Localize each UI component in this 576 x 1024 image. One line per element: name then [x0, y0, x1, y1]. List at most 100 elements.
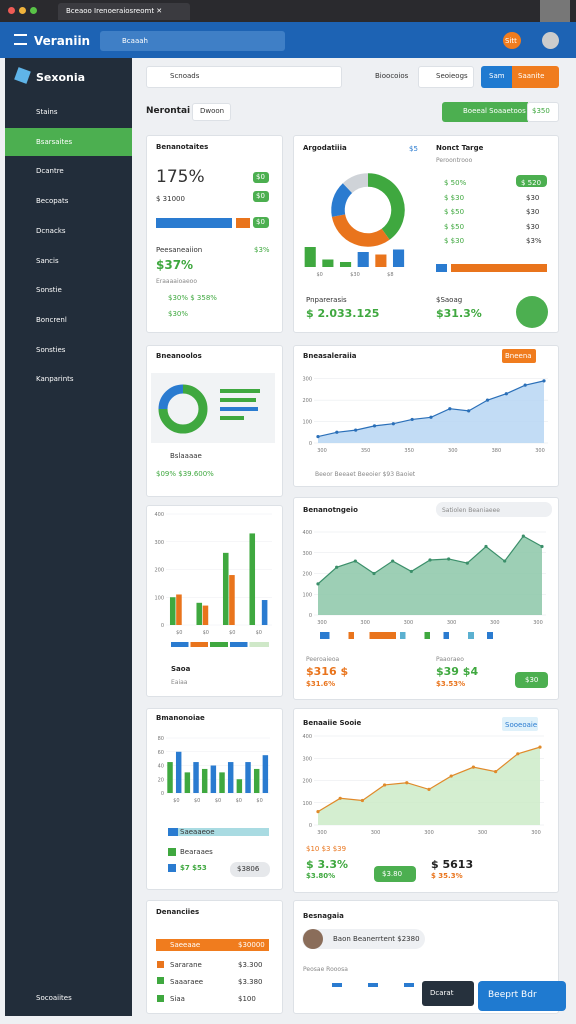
- bar: [375, 254, 387, 267]
- bar: [193, 762, 199, 793]
- title: Nerontai: [146, 106, 191, 116]
- down-button[interactable]: [192, 103, 231, 121]
- card: [146, 708, 283, 890]
- point: [405, 781, 409, 785]
- item: Stains: [36, 108, 58, 116]
- pill[interactable]: [230, 862, 270, 877]
- bar: [392, 249, 405, 267]
- float2: Beeprt Bdr: [488, 990, 537, 1000]
- pill[interactable]: [436, 502, 552, 517]
- x-tick-label: $0: [173, 798, 179, 804]
- browser-tab[interactable]: [58, 3, 190, 20]
- pill: [253, 191, 269, 202]
- y-tick-label: 80: [158, 736, 164, 742]
- menu-icon[interactable]: [14, 34, 27, 45]
- bar: [196, 602, 203, 625]
- value: $3.380: [238, 978, 263, 986]
- avatar[interactable]: [540, 0, 570, 22]
- x-tick-label: 300: [317, 830, 327, 836]
- progress: [168, 828, 178, 836]
- point: [521, 534, 525, 538]
- donut-segment: [367, 173, 405, 240]
- chart: 0 100 200 300 300 350 350 300 380 300: [302, 377, 548, 454]
- y-tick-label: 300: [302, 377, 312, 383]
- row1: $10 $3 $39: [306, 845, 347, 853]
- bar: [322, 259, 334, 267]
- bar: [249, 533, 256, 625]
- x-tick-label: $0: [236, 798, 242, 804]
- primary-button[interactable]: [481, 66, 513, 88]
- secondary-button[interactable]: [512, 66, 559, 88]
- pill[interactable]: [502, 717, 538, 731]
- x-tick-label: 300: [490, 620, 500, 626]
- float-button[interactable]: [478, 981, 566, 1011]
- value: $30: [526, 208, 540, 216]
- item: Sonstie: [36, 286, 62, 295]
- badge[interactable]: [503, 32, 521, 49]
- foot-value: $316 $: [306, 665, 349, 678]
- x-tick-label: 300: [533, 620, 543, 626]
- chart: 0 100 200 300 400 $0 $0 $0 $0: [154, 512, 272, 636]
- pill[interactable]: [515, 672, 548, 688]
- x-tick-label: 300: [317, 620, 327, 626]
- window-dot: [19, 7, 26, 14]
- donut-segment: [331, 183, 353, 217]
- action-button[interactable]: [442, 102, 528, 122]
- point: [372, 571, 376, 576]
- chat-bubble[interactable]: [302, 929, 425, 949]
- value: $100: [238, 995, 256, 1003]
- search-input[interactable]: [146, 66, 342, 88]
- legend-strip: [171, 642, 269, 647]
- label: Siaa: [170, 995, 185, 1003]
- foot-value: $ 2.033.125: [306, 307, 380, 320]
- y-tick-label: 400: [302, 530, 312, 536]
- secondary: Saanite: [518, 72, 545, 80]
- note: Eraaaaioaeoo: [156, 278, 198, 285]
- pill: [253, 217, 269, 228]
- bar: [253, 768, 260, 793]
- pill[interactable]: [374, 866, 416, 882]
- pill: Sooeoaie: [505, 721, 538, 729]
- item: Sancis: [36, 256, 59, 265]
- title: Benaaiie Sooie: [303, 719, 362, 727]
- title: Argodatiiia: [303, 144, 347, 152]
- x-tick-label: 300: [531, 830, 541, 836]
- point: [484, 544, 488, 549]
- active-item[interactable]: [5, 127, 132, 156]
- x-tick-label: 300: [360, 620, 370, 626]
- search: Bcaaah: [122, 37, 148, 45]
- item: [368, 983, 378, 987]
- float-button[interactable]: [422, 981, 474, 1006]
- pill[interactable]: [502, 349, 536, 363]
- amount-button[interactable]: [527, 102, 559, 122]
- settings-button[interactable]: [418, 66, 474, 88]
- bar: [229, 575, 235, 625]
- x-tick-label: 350: [361, 448, 371, 454]
- avatar[interactable]: [542, 32, 559, 49]
- point: [316, 434, 320, 439]
- y-tick-label: 40: [158, 764, 164, 770]
- x-tick-label: $0: [203, 630, 209, 636]
- point: [338, 796, 342, 800]
- search-box[interactable]: [100, 31, 285, 51]
- label: $ $30: [444, 237, 465, 245]
- donut-segment: [331, 213, 390, 247]
- item: Dcantre: [36, 167, 64, 176]
- x-tick-label: $0: [176, 630, 182, 636]
- x-tick-label: 380: [492, 448, 502, 454]
- x-tick-label: 300: [371, 830, 381, 836]
- panel-line: [220, 398, 256, 402]
- bar: [175, 751, 182, 793]
- donut-segment: [342, 173, 369, 194]
- donut-segment: [158, 384, 184, 410]
- window-dot: [8, 7, 15, 14]
- label: Saaaraee: [170, 978, 204, 986]
- point: [335, 430, 339, 434]
- window-dot: [30, 7, 37, 14]
- item: [404, 983, 414, 987]
- pill: $3806: [237, 865, 260, 873]
- item: Dcnacks: [36, 226, 66, 235]
- sidebar: [5, 58, 132, 1016]
- area: [318, 380, 544, 443]
